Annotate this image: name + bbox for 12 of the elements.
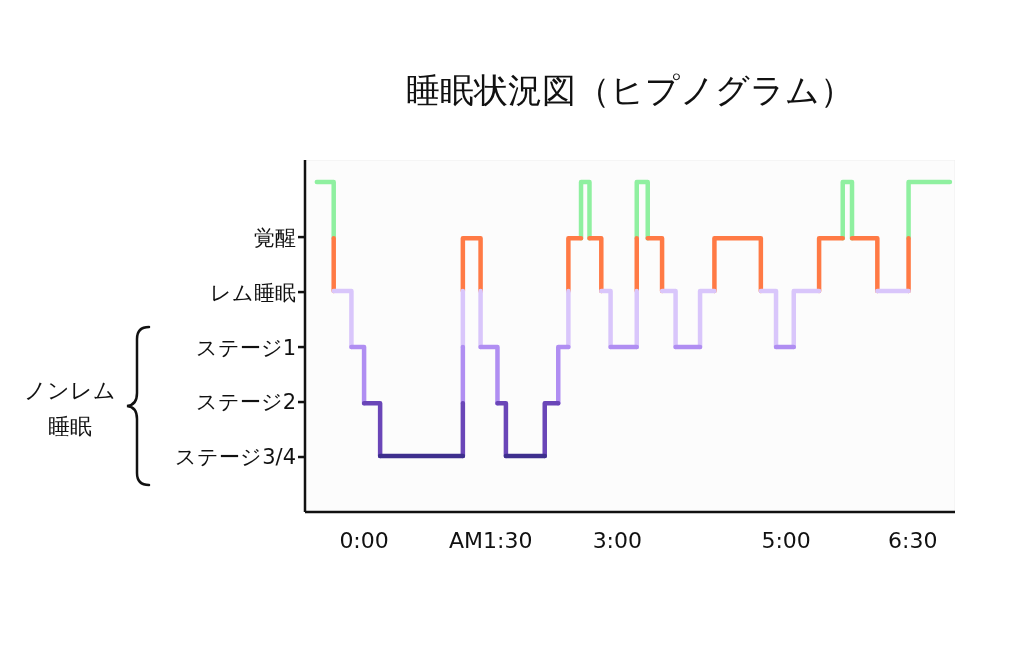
x-tick-label: 5:00 xyxy=(761,527,811,553)
category-label: 覚醒 xyxy=(254,225,296,250)
x-tick-label: 0:00 xyxy=(339,527,389,553)
x-tick-label: 3:00 xyxy=(592,527,643,553)
category-label: ステージ2 xyxy=(195,390,296,415)
category-label: ステージ1 xyxy=(195,335,296,360)
x-tick-label: 6:30 xyxy=(888,527,938,553)
chart-title: 睡眠状況図（ヒプノグラム） xyxy=(405,69,855,112)
x-tick-label: AM1:30 xyxy=(449,527,533,553)
category-label: レム睡眠 xyxy=(210,280,296,305)
category-label: ステージ3/4 xyxy=(175,445,296,470)
text: ノンレム睡眠 xyxy=(23,377,117,441)
